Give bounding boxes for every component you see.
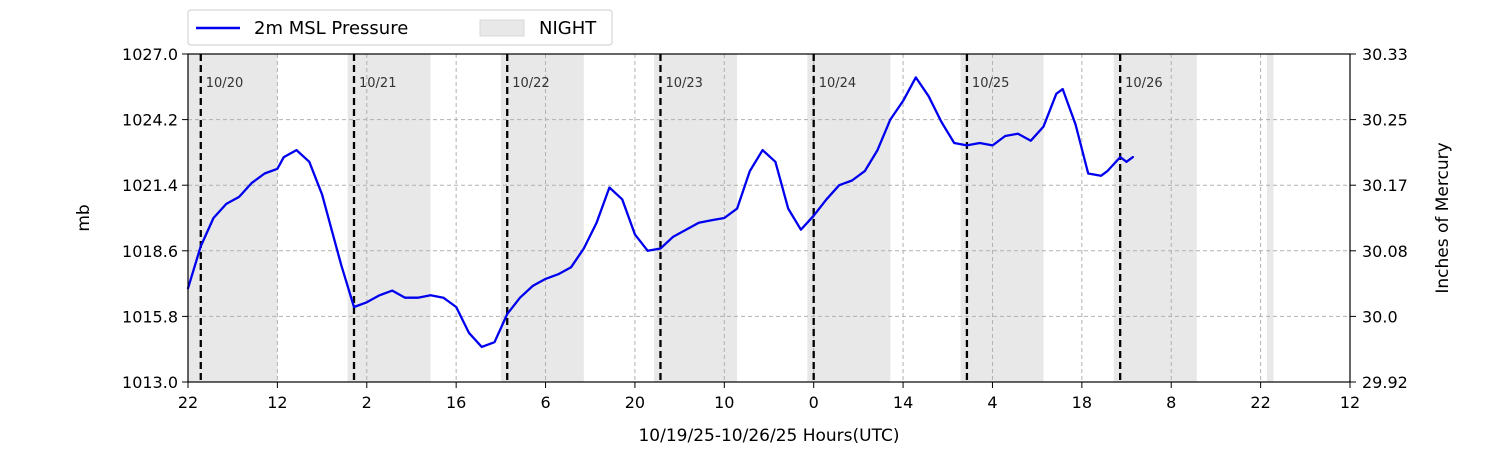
y-axis-label-left: mb <box>74 204 94 231</box>
legend-label-pressure: 2m MSL Pressure <box>254 18 408 39</box>
x-tick-label: 6 <box>540 393 550 412</box>
y-tick-label-right: 30.17 <box>1362 176 1408 195</box>
day-label: 10/21 <box>359 76 396 91</box>
x-tick-label: 0 <box>809 393 819 412</box>
legend: 2m MSL Pressure NIGHT <box>187 9 613 46</box>
y-axis-label-right: Inches of Mercury <box>1433 142 1453 293</box>
night-band <box>188 54 278 382</box>
night-band <box>1113 54 1197 382</box>
y-tick-label-left: 1018.6 <box>122 242 178 261</box>
night-band <box>807 54 891 382</box>
x-tick-label: 4 <box>987 393 997 412</box>
x-axis-label: 10/19/25-10/26/25 Hours(UTC) <box>638 426 899 446</box>
y-tick-label-right: 30.25 <box>1362 111 1408 130</box>
y-tick-label-left: 1021.4 <box>122 176 178 195</box>
night-band <box>347 54 431 382</box>
day-label: 10/25 <box>972 76 1009 91</box>
legend-label-night: NIGHT <box>539 18 597 39</box>
y-tick-label-right: 29.92 <box>1362 373 1408 392</box>
plot-frame <box>187 53 1351 383</box>
x-tick-label: 16 <box>446 393 466 412</box>
x-tick-label: 22 <box>1250 393 1270 412</box>
legend-night-swatch <box>479 19 525 37</box>
series-layer <box>186 76 1135 349</box>
day-label: 10/22 <box>512 76 549 91</box>
x-tick-label: 2 <box>362 393 372 412</box>
x-tick-label: 22 <box>178 393 198 412</box>
day-label: 10/26 <box>1125 76 1162 91</box>
day-label: 10/20 <box>206 76 243 91</box>
day-label: 10/23 <box>665 76 702 91</box>
y-tick-label-right: 30.08 <box>1362 242 1408 261</box>
night-band <box>960 54 1044 382</box>
plot-border <box>187 53 1351 383</box>
x-tick-label: 12 <box>267 393 287 412</box>
x-tick-label: 8 <box>1166 393 1176 412</box>
y-tick-label-right: 30.0 <box>1362 307 1398 326</box>
tick-layer: 22 12 2 16 6 20 10 0 14 4 18 8 22 12 1013.0 29.92 1015.8… <box>122 45 1408 412</box>
y-tick-label-left: 1027.0 <box>122 45 178 64</box>
day-label: 10/24 <box>819 76 856 91</box>
night-band <box>500 54 584 382</box>
x-tick-label: 20 <box>625 393 645 412</box>
night-shading-layer <box>188 54 1274 382</box>
x-tick-label: 14 <box>893 393 913 412</box>
y-tick-label-left: 1015.8 <box>122 307 178 326</box>
night-band <box>1267 54 1274 382</box>
pressure-series-line <box>186 76 1135 349</box>
x-tick-label: 18 <box>1072 393 1092 412</box>
y-tick-label-right: 30.33 <box>1362 45 1408 64</box>
grid-layer <box>188 54 1350 382</box>
x-tick-label: 12 <box>1340 393 1360 412</box>
y-tick-label-left: 1024.2 <box>122 111 178 130</box>
y-tick-label-left: 1013.0 <box>122 373 178 392</box>
x-tick-label: 10 <box>714 393 734 412</box>
day-boundary-layer: 10/20 10/21 10/22 10/23 10/24 10/25 10/26 <box>199 54 1163 382</box>
